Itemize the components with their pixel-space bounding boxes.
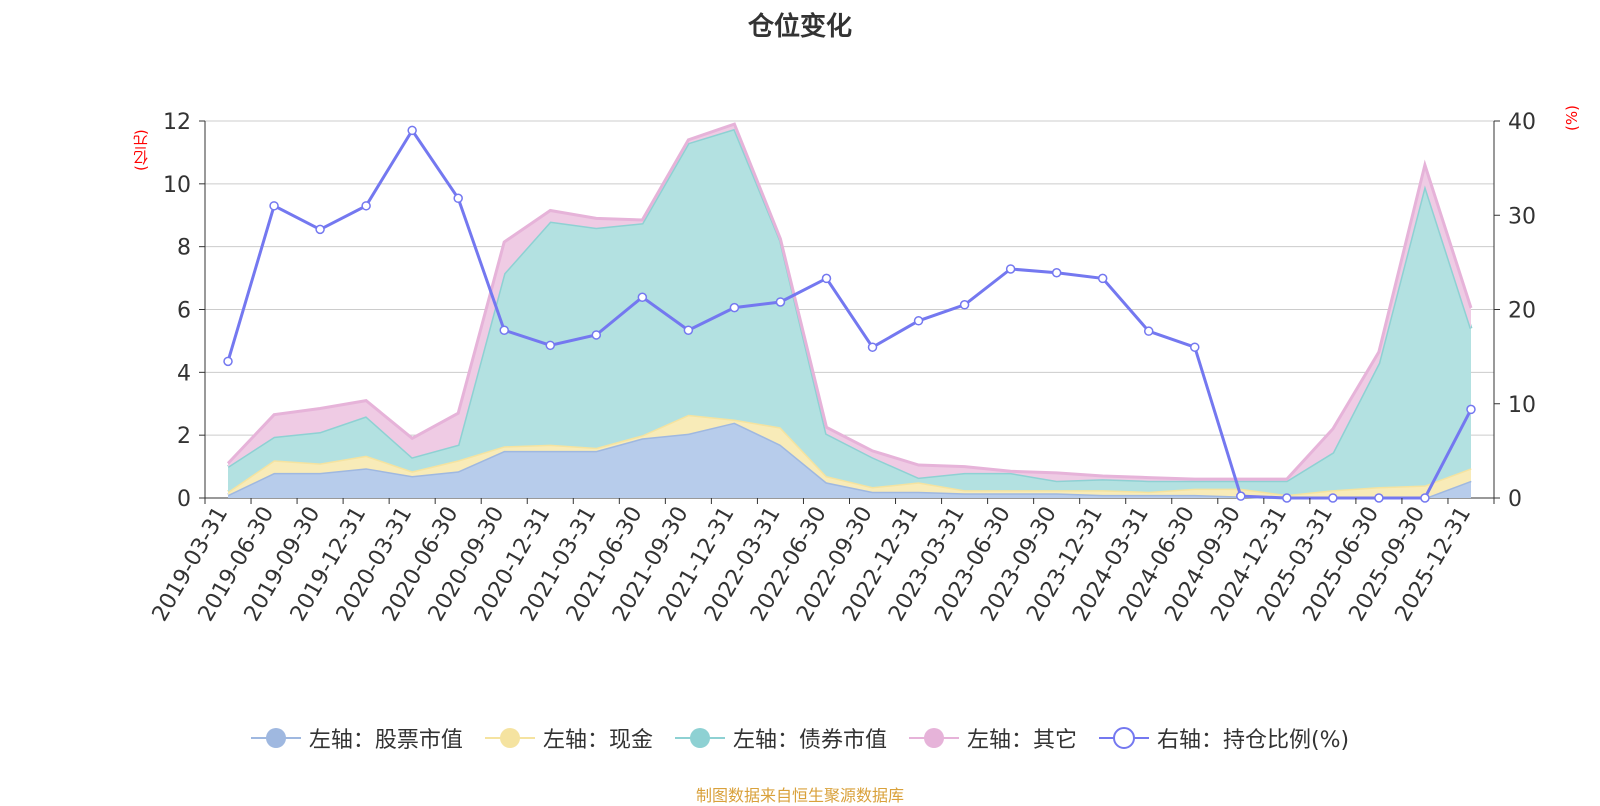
legend-label-other: 左轴：其它 [966, 728, 1077, 753]
area-line-series-3 [226, 122, 1473, 481]
legend-label-bond: 左轴：债券市值 [732, 728, 887, 753]
area-line-series-2 [227, 127, 1473, 483]
ratio-point [1466, 404, 1476, 415]
right-axis-tick-label: 40 [1508, 110, 1536, 135]
ratio-point [1097, 273, 1108, 284]
legend-other-icon [908, 728, 959, 748]
legend-item-bond[interactable]: 左轴：债券市值 [674, 722, 887, 754]
ratio-point [1190, 342, 1200, 352]
left-axis-tick-label: 2 [177, 424, 191, 449]
ratio-point [591, 330, 602, 340]
left-axis-tick-label: 4 [177, 361, 191, 386]
ratio-point [1051, 267, 1062, 278]
ratio-line [226, 127, 1473, 500]
left-axis-tick-label: 8 [177, 236, 191, 261]
right-axis-tick-label: 0 [1508, 487, 1522, 512]
legend: 左轴：股票市值 左轴：现金 左轴：债券市值 左轴：其它 右轴：持仓比例(%) [0, 722, 1600, 754]
ratio-point [821, 273, 832, 284]
legend-item-other[interactable]: 左轴：其它 [908, 722, 1077, 754]
left-axis-tick-label: 10 [163, 173, 191, 198]
area-series-2 [228, 128, 1471, 495]
ratio-point [269, 201, 279, 211]
legend-stock-icon [250, 728, 301, 748]
area-series-3 [228, 124, 1471, 481]
ratio-point [453, 193, 463, 204]
ratio-point [315, 224, 325, 235]
ratio-point [545, 340, 556, 351]
ratio-point [1005, 264, 1016, 274]
ratio-point [913, 316, 924, 326]
ratio-point [1420, 493, 1430, 503]
left-axis-tick-label: 0 [177, 487, 191, 512]
left-axis-tick-label: 12 [163, 110, 191, 135]
ratio-point [361, 201, 371, 211]
legend-item-ratio[interactable]: 右轴：持仓比例(%) [1098, 722, 1350, 754]
legend-bond-icon [674, 728, 725, 748]
area-series-0 [228, 422, 1471, 498]
legend-label-cash: 左轴：现金 [542, 728, 653, 753]
ratio-point [867, 342, 878, 352]
legend-label-ratio: 右轴：持仓比例(%) [1156, 728, 1350, 753]
right-axis-tick-label: 30 [1508, 204, 1536, 229]
ratio-point [1328, 493, 1338, 503]
legend-ratio-icon [1098, 727, 1149, 749]
data-source-note: 制图数据来自恒生聚源数据库 [695, 786, 904, 805]
right-axis-tick-label: 20 [1508, 299, 1536, 324]
ratio-point [1374, 493, 1384, 503]
ratio-point [1143, 326, 1154, 336]
ratio-point [729, 302, 740, 313]
ratio-point [223, 356, 233, 367]
ratio-point [499, 325, 509, 335]
ratio-point [959, 300, 970, 310]
legend-label-stock: 左轴：股票市值 [308, 728, 463, 753]
legend-cash-icon [484, 728, 535, 748]
ratio-point [1282, 493, 1292, 503]
legend-item-cash[interactable]: 左轴：现金 [484, 722, 653, 754]
right-axis-tick-label: 10 [1508, 393, 1536, 418]
ratio-point [407, 125, 417, 136]
ratio-point [683, 325, 694, 335]
legend-item-stock[interactable]: 左轴：股票市值 [250, 722, 463, 754]
chart-title: 仓位变化 [747, 12, 852, 42]
ratio-point [775, 297, 786, 307]
ratio-point [1236, 491, 1246, 501]
ratio-point [637, 292, 648, 302]
left-axis-tick-label: 6 [177, 299, 191, 324]
